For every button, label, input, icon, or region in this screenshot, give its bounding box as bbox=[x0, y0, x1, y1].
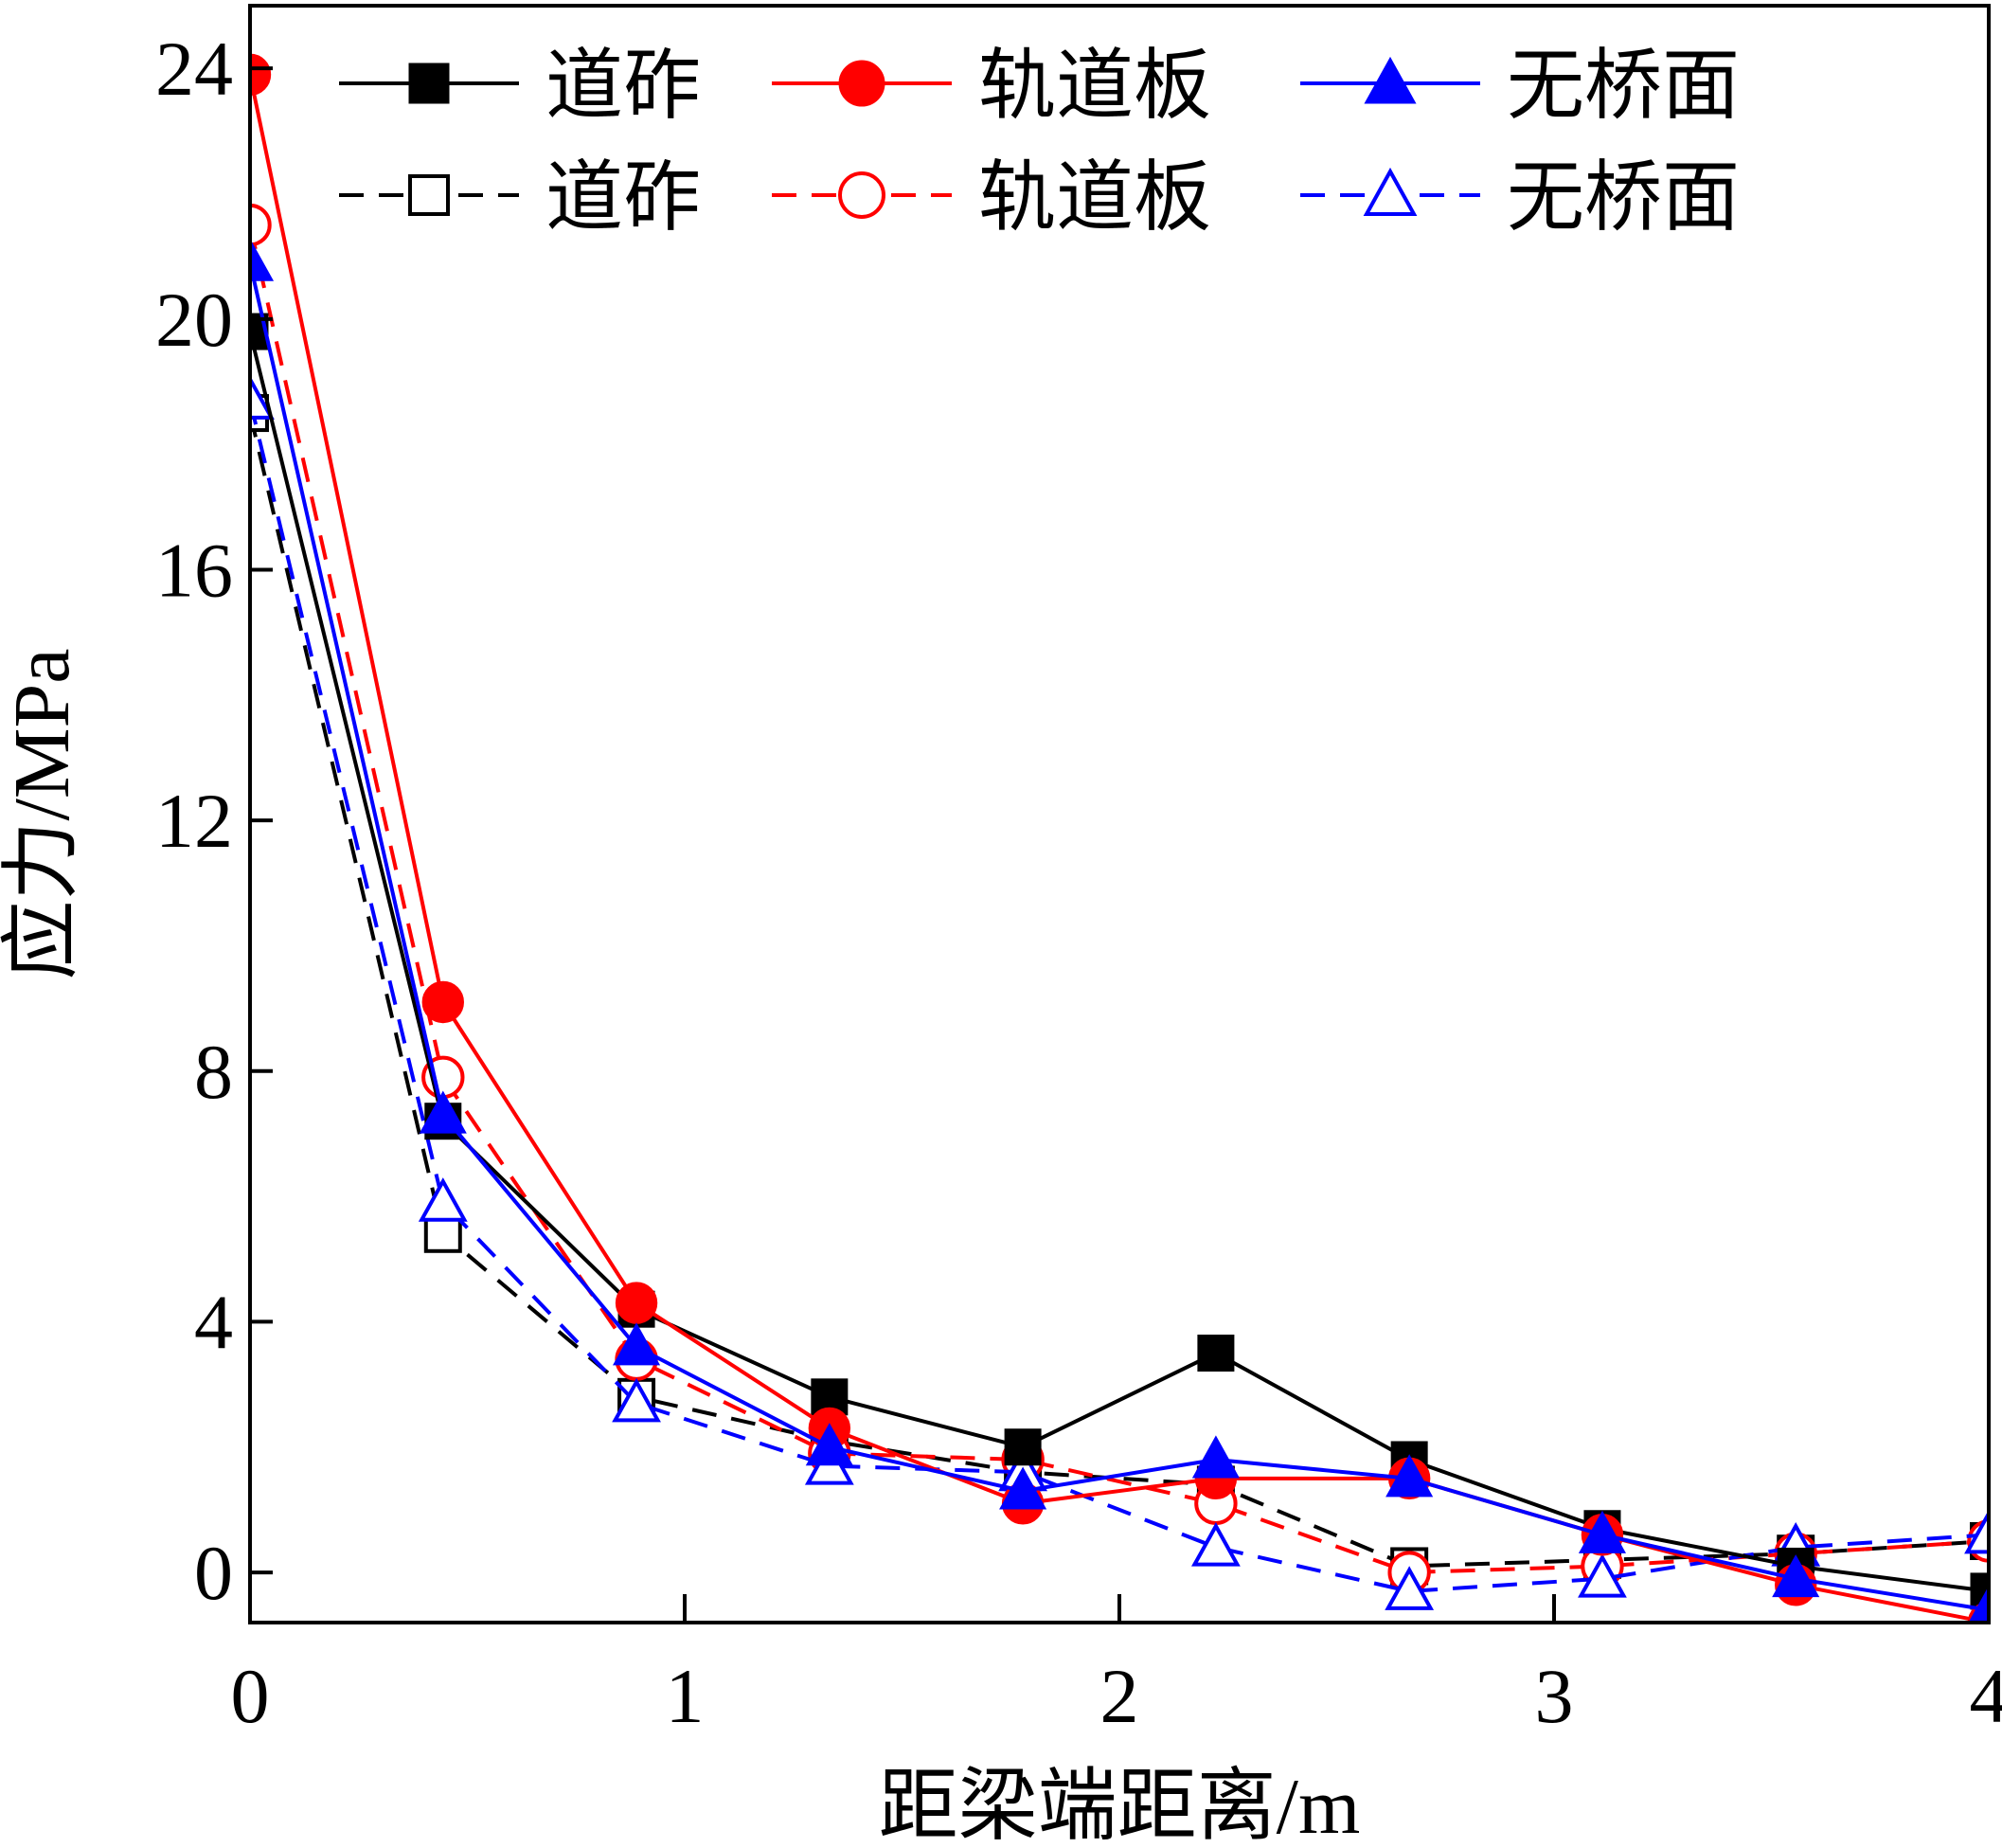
series-line-dashed-square bbox=[250, 412, 1989, 1569]
legend-marker-triangle bbox=[1363, 167, 1418, 216]
data-point-circle-filled bbox=[421, 980, 464, 1024]
data-point-triangle-open bbox=[1964, 1509, 1989, 1554]
legend-marker-circle bbox=[838, 60, 885, 107]
y-tick-label: 4 bbox=[194, 1279, 233, 1365]
x-tick-label: 3 bbox=[1535, 1653, 1574, 1739]
data-point-square-filled bbox=[1197, 1335, 1235, 1372]
data-point-triangle-filled bbox=[1968, 1586, 1989, 1623]
data-point-triangle-open bbox=[1385, 1566, 1435, 1610]
data-point-circle-filled bbox=[615, 1282, 658, 1324]
legend-label: 道砟 bbox=[545, 41, 701, 131]
data-point-triangle-filled bbox=[1578, 1510, 1626, 1553]
y-tick-label: 16 bbox=[155, 527, 233, 613]
x-tick-label: 2 bbox=[1100, 1653, 1139, 1739]
series-layer bbox=[250, 53, 1989, 1623]
data-point-triangle-filled bbox=[999, 1466, 1047, 1510]
x-axis-title: 距梁端距离/m bbox=[879, 1763, 1361, 1848]
data-point-triangle-open bbox=[1190, 1521, 1241, 1567]
series-line-dashed-triangle bbox=[250, 400, 1989, 1593]
legend-marker-square bbox=[408, 174, 450, 216]
y-tick-label: 20 bbox=[155, 277, 233, 363]
x-tick-label: 1 bbox=[666, 1653, 705, 1739]
series-line-solid-square bbox=[250, 331, 1989, 1593]
y-tick-label: 12 bbox=[155, 778, 233, 864]
data-point-triangle-filled bbox=[613, 1322, 661, 1366]
x-tick-label: 0 bbox=[231, 1653, 270, 1739]
data-point-square-filled bbox=[1004, 1428, 1042, 1466]
data-point-triangle-open bbox=[250, 375, 275, 420]
data-point-triangle-filled bbox=[805, 1423, 853, 1466]
legend-marker-triangle bbox=[1364, 56, 1417, 104]
legend-marker-square bbox=[408, 63, 450, 104]
y-tick-label: 24 bbox=[155, 26, 233, 112]
data-point-triangle-open bbox=[612, 1377, 661, 1423]
data-point-triangle-open bbox=[1578, 1553, 1627, 1598]
data-point-triangle-filled bbox=[419, 1090, 467, 1134]
data-point-triangle-filled bbox=[1385, 1454, 1434, 1498]
legend-label: 道砟 bbox=[545, 153, 701, 242]
series-line-solid-triangle bbox=[250, 261, 1989, 1612]
y-axis-title: 应力/MPa bbox=[0, 648, 86, 979]
x-tick-label: 4 bbox=[1970, 1653, 2002, 1739]
series-line-solid-circle bbox=[250, 74, 1989, 1623]
legend-label: 无桥面 bbox=[1507, 41, 1740, 131]
data-point-triangle-filled bbox=[1191, 1435, 1240, 1479]
data-point-triangle-filled bbox=[1772, 1554, 1820, 1598]
legend-label: 无桥面 bbox=[1507, 153, 1740, 242]
data-point-triangle-filled bbox=[250, 238, 275, 281]
legend-label: 轨道板 bbox=[978, 41, 1211, 131]
y-tick-label: 0 bbox=[194, 1530, 233, 1616]
legend-marker-circle bbox=[838, 171, 885, 219]
data-point-triangle-open bbox=[418, 1177, 468, 1222]
data-point-square-open bbox=[423, 1214, 462, 1253]
y-tick-label: 8 bbox=[194, 1029, 233, 1115]
legend-label: 轨道板 bbox=[978, 153, 1211, 242]
